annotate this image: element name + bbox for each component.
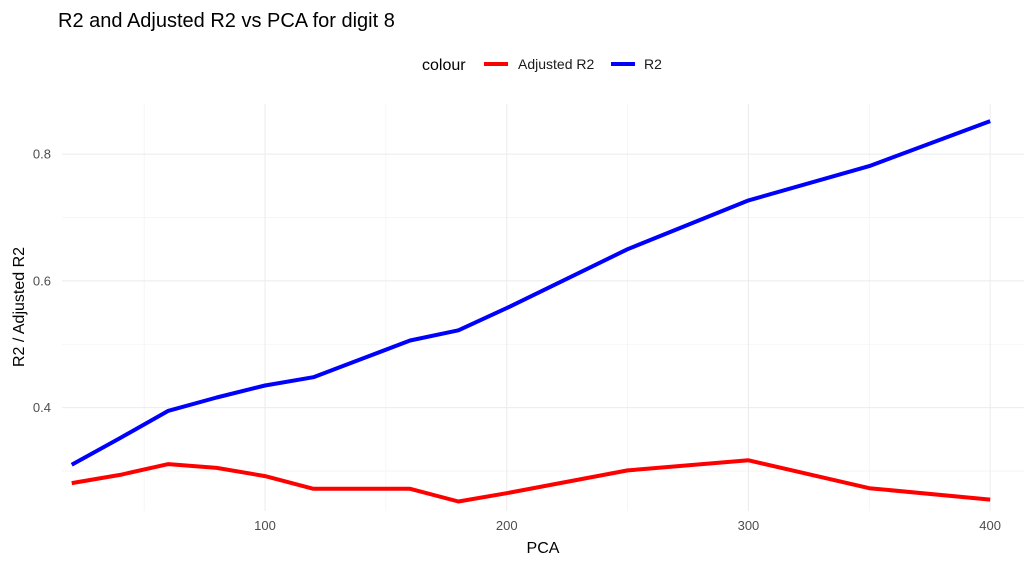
chart-title: R2 and Adjusted R2 vs PCA for digit 8 xyxy=(58,10,395,32)
legend-label-adjusted-r2: Adjusted R2 xyxy=(518,56,594,72)
series-line-r2 xyxy=(70,119,991,467)
tick-labels: 100 200 300 400 0.4 0.6 0.8 xyxy=(33,147,1001,533)
legend-title: colour xyxy=(422,57,466,74)
grid xyxy=(62,104,1024,511)
x-tick-label: 400 xyxy=(979,518,1001,533)
y-tick-label: 0.8 xyxy=(33,147,51,162)
y-axis-label: R2 / Adjusted R2 xyxy=(11,247,28,367)
x-tick-label: 200 xyxy=(496,518,518,533)
x-tick-label: 100 xyxy=(254,518,276,533)
y-tick-label: 0.6 xyxy=(33,273,51,288)
x-tick-label: 300 xyxy=(738,518,760,533)
y-tick-label: 0.4 xyxy=(33,400,51,415)
x-axis-label: PCA xyxy=(527,540,560,557)
series-layer xyxy=(70,119,991,504)
series-line-adjusted-r2 xyxy=(71,458,991,504)
legend: colour Adjusted R2 R2 xyxy=(422,56,662,74)
legend-label-r2: R2 xyxy=(644,56,662,72)
